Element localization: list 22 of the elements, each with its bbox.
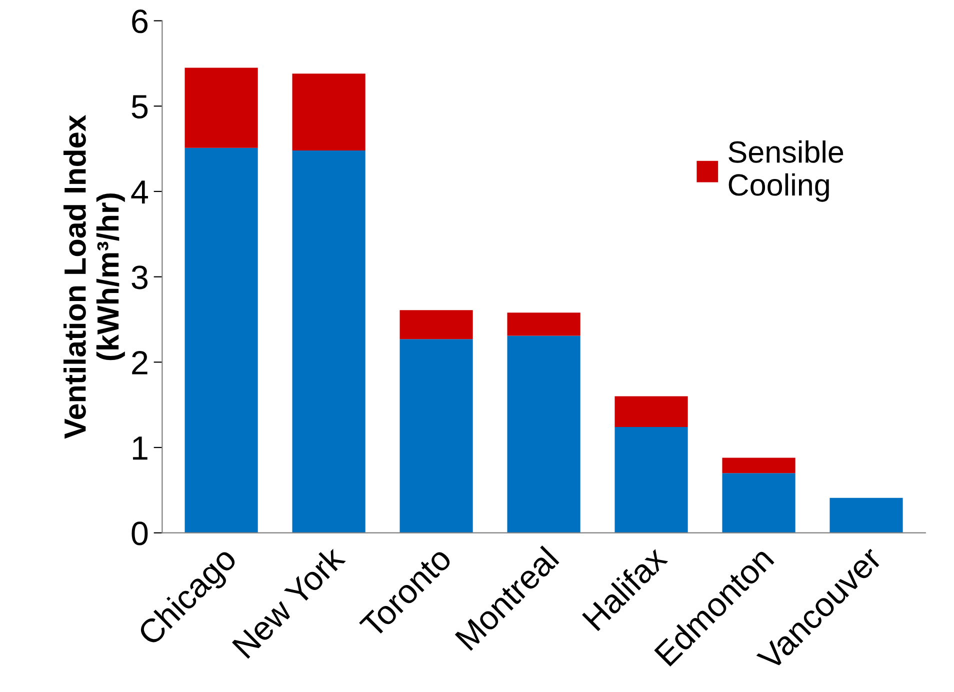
bar (292, 74, 366, 150)
bar (614, 396, 688, 428)
bar (614, 427, 688, 533)
bar (830, 498, 903, 533)
bar (400, 339, 473, 533)
y-tick-label: 2 (132, 350, 148, 374)
bar (400, 310, 473, 340)
bar (507, 312, 580, 336)
bar (507, 336, 580, 533)
bar (184, 68, 258, 148)
bar (722, 458, 796, 474)
y-tick-label: 6 (132, 10, 148, 34)
y-tick-label: 5 (132, 95, 148, 119)
y-axis-title: Ventilation Load Index (kWh/m³/hr) (64, 114, 125, 439)
y-tick-label: 3 (132, 266, 148, 290)
bar (184, 148, 258, 533)
bar (292, 150, 366, 533)
bar (722, 473, 796, 533)
y-tick-label: 0 (132, 522, 148, 546)
y-tick-label: 1 (132, 436, 148, 460)
legend-label: Sensible Cooling (728, 140, 844, 202)
y-tick-label: 4 (131, 180, 148, 204)
